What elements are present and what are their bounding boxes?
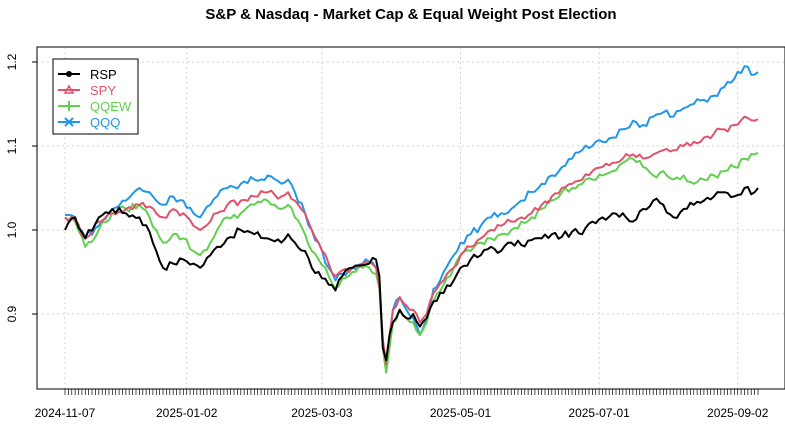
legend-marker <box>66 71 72 77</box>
y-tick-label: 1.2 <box>5 53 19 70</box>
legend-label: RSP <box>90 67 117 82</box>
x-tick-label: 2025-03-03 <box>291 406 353 420</box>
legend-marker <box>63 84 75 94</box>
legend-entry-qqew: QQEW <box>58 99 132 114</box>
y-axis: 0.9 1.0 1.1 1.2 <box>5 53 37 322</box>
legend-label: SPY <box>90 83 116 98</box>
x-axis: 2024-11-07 2025-01-02 2025-03-03 2025-05-01… <box>35 388 769 420</box>
grid <box>37 47 785 389</box>
series-layer <box>64 65 759 374</box>
y-tick-label: 0.9 <box>5 305 19 322</box>
x-tick-label: 2024-11-07 <box>35 406 96 420</box>
series-line-qqq <box>64 65 759 370</box>
legend-marker <box>64 117 74 127</box>
series-line-spy <box>64 115 759 366</box>
series-line-qqew <box>64 151 759 374</box>
x-tick-label: 2025-01-02 <box>156 406 218 420</box>
y-tick-label: 1.0 <box>5 221 19 238</box>
x-tick-label: 2025-07-01 <box>568 406 630 420</box>
y-tick-label: 1.1 <box>5 137 19 154</box>
legend-entry-spy: SPY <box>58 83 116 98</box>
legend-marker <box>64 101 74 111</box>
legend-label: QQQ <box>90 115 120 130</box>
legend-label: QQEW <box>90 99 132 114</box>
x-tick-label: 2025-05-01 <box>430 406 492 420</box>
chart-title: S&P & Nasdaq - Market Cap & Equal Weight… <box>205 6 616 23</box>
legend-entry-rsp: RSP <box>58 67 117 82</box>
series-line-rsp <box>64 185 759 362</box>
legend-entry-qqq: QQQ <box>58 115 120 130</box>
x-tick-label: 2025-09-02 <box>707 406 769 420</box>
